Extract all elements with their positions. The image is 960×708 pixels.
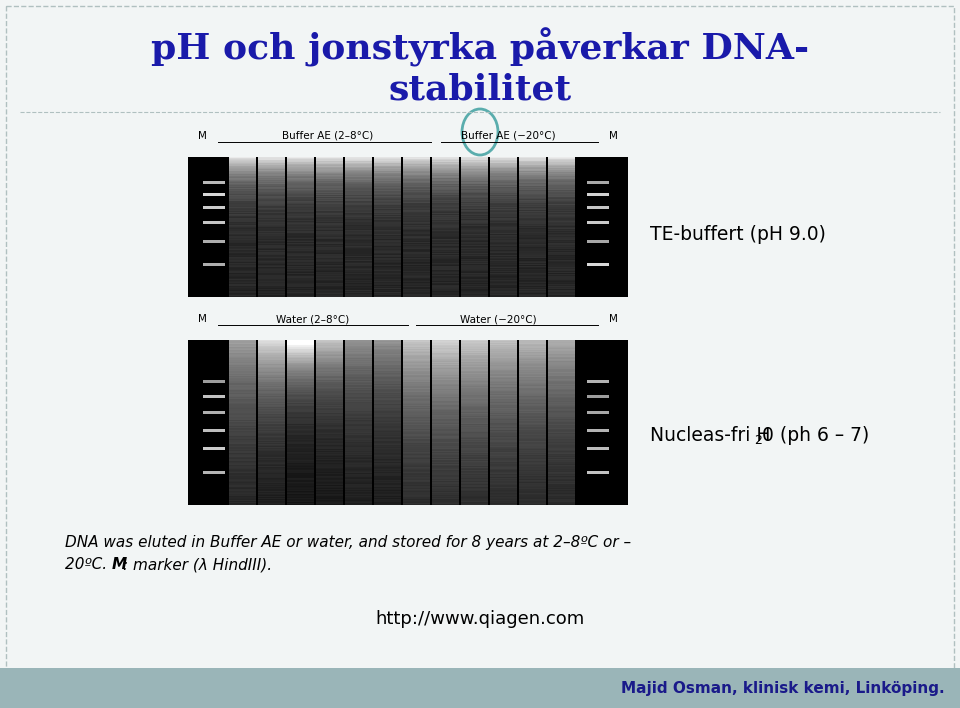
Text: : marker (λ HindIII).: : marker (λ HindIII). <box>123 557 272 572</box>
Bar <box>0 668 960 708</box>
Text: M: M <box>609 314 617 324</box>
Text: 20ºC.: 20ºC. <box>65 557 112 572</box>
Text: http://www.qiagen.com: http://www.qiagen.com <box>375 610 585 628</box>
Text: M: M <box>198 314 206 324</box>
Text: 0 (ph 6 – 7): 0 (ph 6 – 7) <box>762 426 869 445</box>
Text: pH och jonstyrka påverkar DNA-: pH och jonstyrka påverkar DNA- <box>151 28 809 67</box>
Text: M: M <box>609 131 617 141</box>
Text: M: M <box>112 557 127 572</box>
Text: 2: 2 <box>754 434 762 447</box>
Text: Water (−20°C): Water (−20°C) <box>460 314 537 324</box>
Text: Water (2–8°C): Water (2–8°C) <box>276 314 349 324</box>
Text: stabilitet: stabilitet <box>389 72 571 106</box>
FancyBboxPatch shape <box>6 6 954 702</box>
Text: Nucleas-fri H: Nucleas-fri H <box>650 426 771 445</box>
Text: M: M <box>198 131 206 141</box>
Text: Buffer AE (2–8°C): Buffer AE (2–8°C) <box>282 131 373 141</box>
Text: Majid Osman, klinisk kemi, Linköping.: Majid Osman, klinisk kemi, Linköping. <box>621 680 945 695</box>
Text: Buffer AE (−20°C): Buffer AE (−20°C) <box>461 131 555 141</box>
Text: DNA was eluted in Buffer AE or water, and stored for 8 years at 2–8ºC or –: DNA was eluted in Buffer AE or water, an… <box>65 535 631 550</box>
Text: TE-buffert (pH 9.0): TE-buffert (pH 9.0) <box>650 224 826 244</box>
